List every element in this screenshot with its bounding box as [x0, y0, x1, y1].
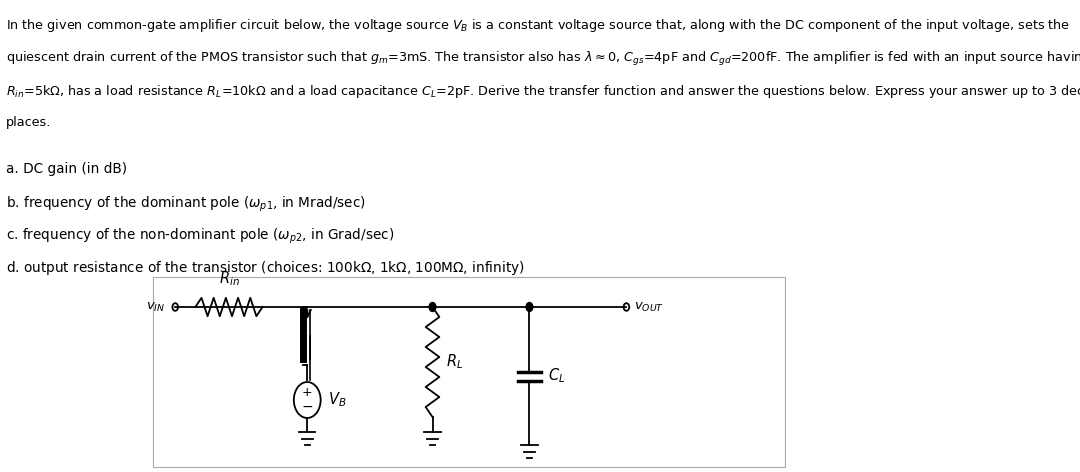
Text: places.: places.: [6, 116, 52, 129]
Text: $V_B$: $V_B$: [328, 391, 347, 409]
Text: $R_L$: $R_L$: [446, 353, 463, 371]
Circle shape: [526, 303, 532, 312]
Text: $R_{in}$=5k$\Omega$, has a load resistance $R_L$=10k$\Omega$ and a load capacita: $R_{in}$=5k$\Omega$, has a load resistan…: [6, 83, 1080, 100]
Text: $C_L$: $C_L$: [548, 367, 566, 385]
Text: $v_{IN}$: $v_{IN}$: [146, 301, 165, 313]
Text: In the given common-gate amplifier circuit below, the voltage source $V_B$ is a : In the given common-gate amplifier circu…: [6, 17, 1070, 34]
Text: $v_{OUT}$: $v_{OUT}$: [634, 301, 664, 313]
Text: d. output resistance of the transistor (choices: 100k$\Omega$, 1k$\Omega$, 100M$: d. output resistance of the transistor (…: [6, 259, 525, 277]
FancyBboxPatch shape: [153, 277, 785, 467]
Circle shape: [429, 303, 436, 312]
Text: $R_{in}$: $R_{in}$: [218, 270, 240, 288]
Text: −: −: [301, 400, 313, 414]
Text: a. DC gain (in dB): a. DC gain (in dB): [6, 162, 127, 176]
Text: b. frequency of the dominant pole ($\omega_{p1}$, in Mrad/sec): b. frequency of the dominant pole ($\ome…: [6, 195, 366, 214]
Text: +: +: [302, 387, 312, 399]
Text: quiescent drain current of the PMOS transistor such that $g_m$=3mS. The transist: quiescent drain current of the PMOS tran…: [6, 50, 1080, 68]
Text: c. frequency of the non-dominant pole ($\omega_{p2}$, in Grad/sec): c. frequency of the non-dominant pole ($…: [6, 227, 394, 246]
